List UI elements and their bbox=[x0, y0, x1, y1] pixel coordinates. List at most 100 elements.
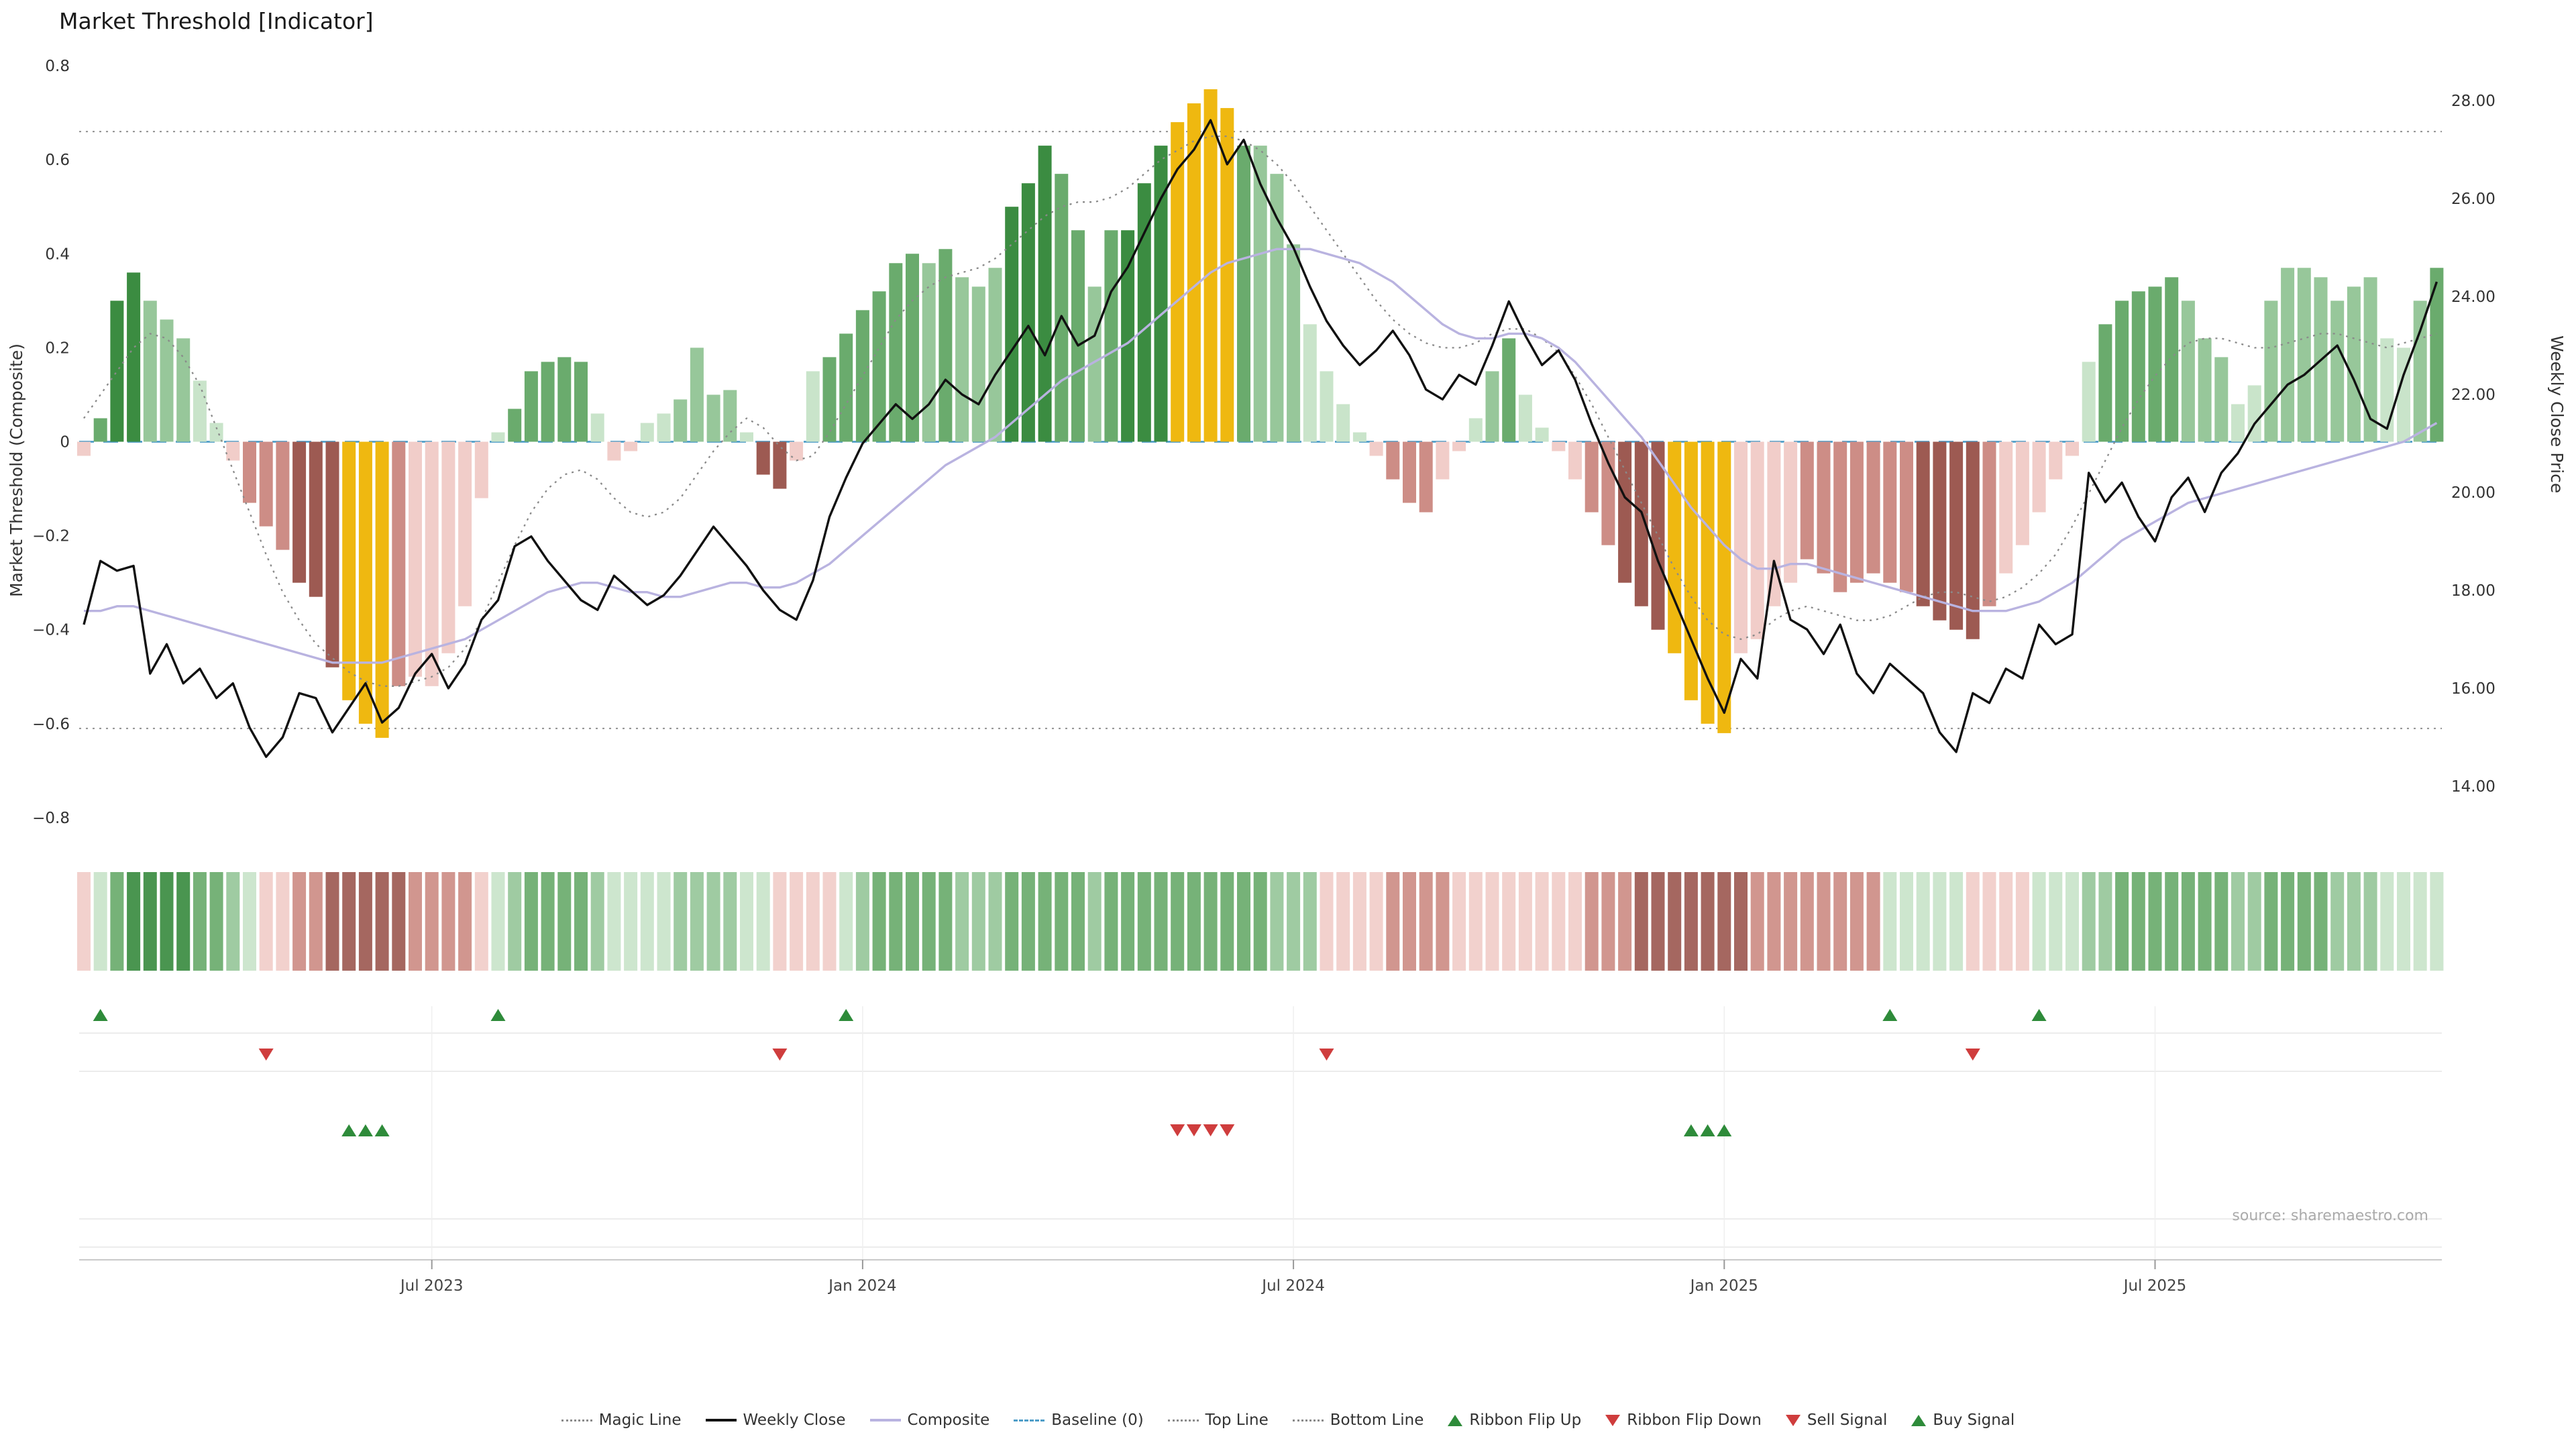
threshold-bar bbox=[259, 441, 273, 527]
ribbon-cell bbox=[1419, 872, 1433, 971]
ribbon-cell bbox=[2165, 872, 2179, 971]
threshold-bar bbox=[193, 380, 207, 442]
threshold-bar bbox=[1767, 441, 1781, 606]
threshold-bar bbox=[1883, 441, 1897, 583]
ribbon-cell bbox=[1668, 872, 1682, 971]
legend-sample-tri-up-icon bbox=[1911, 1414, 1927, 1426]
ribbon-cell bbox=[1121, 872, 1135, 971]
page-title: Market Threshold [Indicator] bbox=[59, 8, 374, 34]
buy-signal-marker bbox=[374, 1124, 390, 1136]
ribbon-cell bbox=[1833, 872, 1847, 971]
ribbon-cell bbox=[2281, 872, 2295, 971]
left-axis-tick-label: 0.4 bbox=[45, 246, 70, 263]
ribbon-cell bbox=[292, 872, 307, 971]
threshold-bar bbox=[1833, 441, 1847, 592]
threshold-bar bbox=[2098, 324, 2112, 442]
ribbon-cell bbox=[1005, 872, 1019, 971]
threshold-bar bbox=[855, 310, 869, 442]
threshold-bar bbox=[176, 338, 191, 442]
threshold-bar bbox=[1866, 441, 1880, 574]
ribbon-cell bbox=[2297, 872, 2311, 971]
ribbon-cell bbox=[1403, 872, 1416, 971]
threshold-bar bbox=[2281, 268, 2295, 442]
legend-sample-tri-down-icon bbox=[1605, 1414, 1621, 1426]
ribbon-cell bbox=[1651, 872, 1665, 971]
threshold-bar bbox=[1468, 418, 1483, 442]
threshold-bar bbox=[574, 362, 588, 442]
legend-label: Top Line bbox=[1205, 1411, 1269, 1429]
threshold-bar bbox=[1916, 441, 1930, 606]
ribbon-cell bbox=[1203, 872, 1218, 971]
ribbon-cell bbox=[243, 872, 256, 971]
threshold-bar bbox=[906, 254, 919, 442]
right-axis-tick-label: 16.00 bbox=[2451, 680, 2496, 698]
ribbon-cell bbox=[2430, 872, 2444, 971]
threshold-bar bbox=[1849, 441, 1864, 583]
threshold-bar bbox=[1121, 230, 1135, 442]
ribbon-cell bbox=[2115, 872, 2129, 971]
threshold-bar bbox=[110, 301, 124, 442]
right-axis-tick-label: 20.00 bbox=[2451, 484, 2496, 502]
threshold-bar bbox=[2297, 268, 2311, 442]
threshold-bar bbox=[706, 394, 720, 442]
threshold-bar bbox=[226, 441, 240, 461]
ribbon-cell bbox=[889, 872, 903, 971]
threshold-bar bbox=[1270, 174, 1284, 442]
legend-item-composite: Composite bbox=[869, 1411, 989, 1429]
legend-item-top-line: Top Line bbox=[1167, 1411, 1269, 1429]
ribbon-cell bbox=[2264, 872, 2278, 971]
threshold-bar bbox=[839, 333, 853, 442]
ribbon-cell bbox=[822, 872, 837, 971]
threshold-bar bbox=[1634, 441, 1648, 606]
ribbon-cell bbox=[77, 872, 91, 971]
threshold-bar bbox=[1137, 183, 1151, 442]
threshold-bar bbox=[657, 413, 671, 442]
legend-label: Magic Line bbox=[598, 1411, 682, 1429]
ribbon-cell bbox=[1982, 872, 1996, 971]
threshold-bar bbox=[1386, 441, 1400, 480]
ribbon-cell bbox=[2347, 872, 2361, 971]
ribbon-cell bbox=[690, 872, 704, 971]
threshold-bar bbox=[1154, 146, 1168, 442]
ribbon-cell bbox=[922, 872, 936, 971]
ribbon-cell bbox=[906, 872, 919, 971]
legend-label: Ribbon Flip Down bbox=[1627, 1411, 1762, 1429]
legend-item-weekly-close: Weekly Close bbox=[705, 1411, 846, 1429]
legend-item-buy-signal: Buy Signal bbox=[1911, 1411, 2015, 1429]
threshold-bar bbox=[1071, 230, 1085, 442]
threshold-bar bbox=[971, 286, 985, 442]
ribbon-cell bbox=[955, 872, 969, 971]
ribbon-cell bbox=[1187, 872, 1201, 971]
ribbon-cell bbox=[1916, 872, 1930, 971]
ribbon-cell bbox=[1800, 872, 1814, 971]
ribbon-cell bbox=[259, 872, 273, 971]
ribbon-cell bbox=[541, 872, 555, 971]
ribbon-cell bbox=[176, 872, 191, 971]
ribbon-cell bbox=[1817, 872, 1831, 971]
ribbon-cell bbox=[392, 872, 406, 971]
threshold-bar bbox=[938, 249, 953, 442]
right-axis-tick-label: 28.00 bbox=[2451, 93, 2496, 110]
ribbon-cell bbox=[474, 872, 488, 971]
ribbon-cell bbox=[409, 872, 422, 971]
ribbon-cell bbox=[2363, 872, 2377, 971]
legend-label: Buy Signal bbox=[1933, 1411, 2015, 1429]
legend-item-ribbon-flip-down: Ribbon Flip Down bbox=[1605, 1411, 1762, 1429]
threshold-bar bbox=[2347, 286, 2361, 442]
threshold-bar bbox=[2032, 441, 2046, 513]
ribbon-cell bbox=[441, 872, 455, 971]
ribbon-cell bbox=[2082, 872, 2096, 971]
ribbon-cell bbox=[1087, 872, 1102, 971]
threshold-bar bbox=[1005, 207, 1019, 442]
threshold-bar bbox=[1966, 441, 1980, 639]
threshold-bar bbox=[2065, 441, 2079, 456]
ribbon-flip-up-marker bbox=[2031, 1009, 2047, 1021]
ribbon-cell bbox=[1933, 872, 1947, 971]
threshold-bar bbox=[358, 441, 372, 724]
legend-item-bottom-line: Bottom Line bbox=[1292, 1411, 1424, 1429]
ribbon-cell bbox=[1717, 872, 1731, 971]
ribbon-cell bbox=[1502, 872, 1516, 971]
ribbon-cell bbox=[756, 872, 770, 971]
threshold-bar bbox=[1717, 441, 1731, 733]
threshold-bar bbox=[1104, 230, 1118, 442]
